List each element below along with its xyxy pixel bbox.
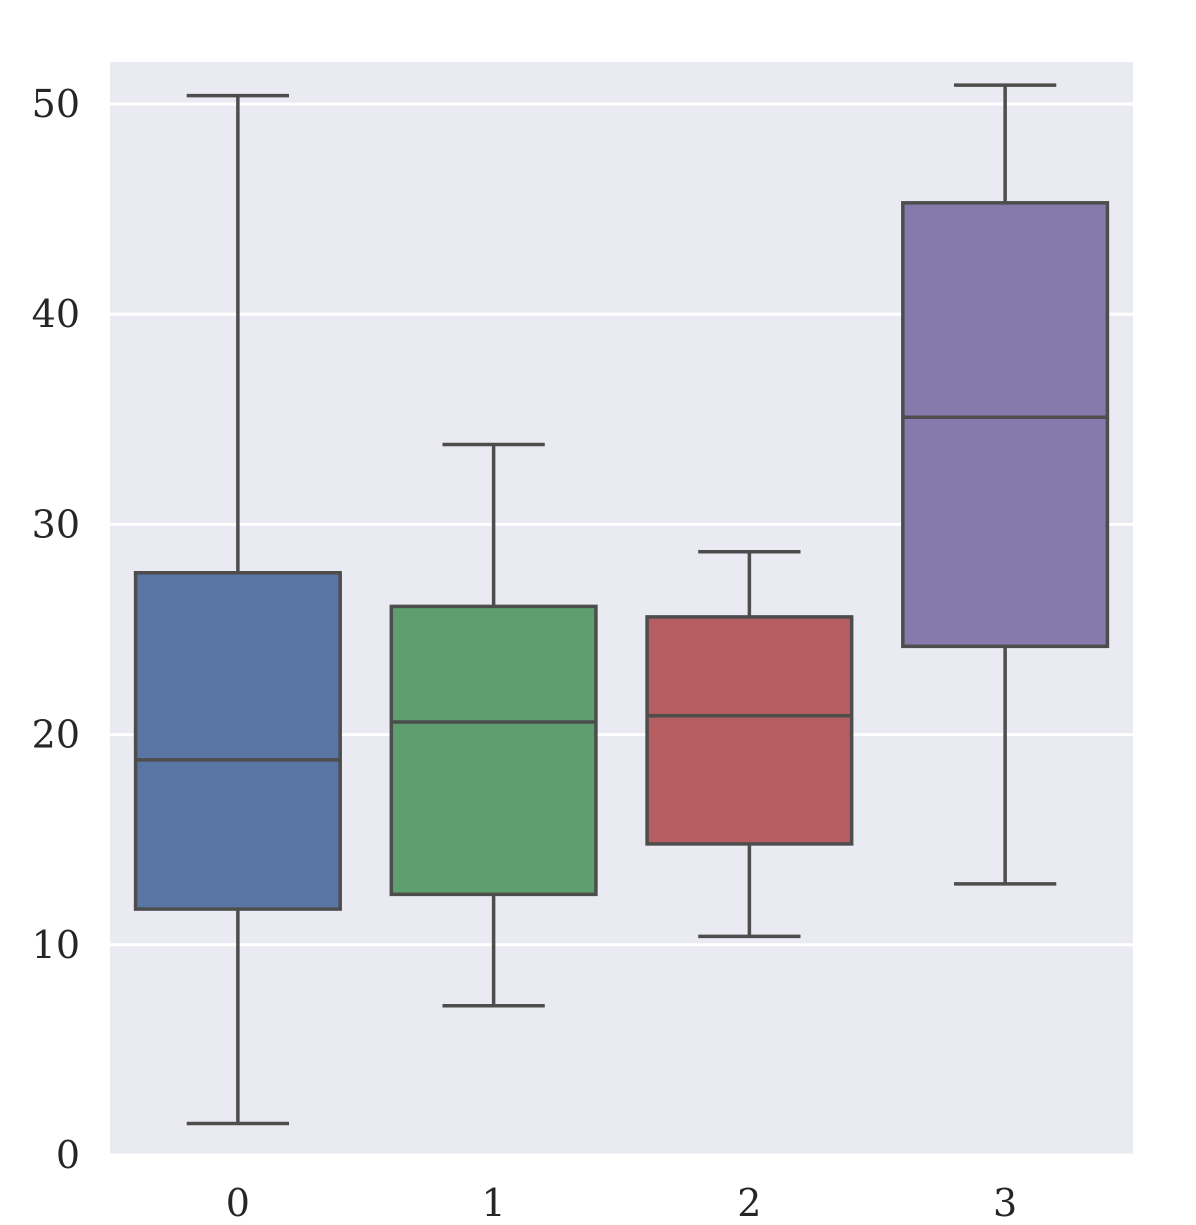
x-tick-label-2: 2 bbox=[737, 1181, 761, 1225]
y-tick-label-0: 0 bbox=[56, 1133, 80, 1177]
box-0 bbox=[133, 93, 342, 1126]
x-tick-label-1: 1 bbox=[482, 1181, 506, 1225]
x-tick-label-3: 3 bbox=[993, 1181, 1017, 1225]
iqr-box bbox=[901, 201, 1110, 649]
iqr-box bbox=[133, 571, 342, 911]
box-3 bbox=[901, 83, 1110, 886]
x-tick-label-0: 0 bbox=[226, 1181, 250, 1225]
y-tick-label-30: 30 bbox=[32, 502, 80, 546]
box-1 bbox=[389, 442, 598, 1008]
iqr-box bbox=[645, 615, 854, 846]
y-axis-ticks: 0 10 20 30 40 50 bbox=[32, 82, 80, 1177]
box-2 bbox=[645, 549, 854, 939]
y-tick-label-40: 40 bbox=[32, 292, 80, 336]
y-tick-label-20: 20 bbox=[32, 713, 80, 757]
x-axis-ticks: 0 1 2 3 bbox=[226, 1181, 1017, 1225]
y-tick-label-10: 10 bbox=[32, 923, 80, 967]
boxes-group bbox=[133, 83, 1110, 1126]
y-tick-label-50: 50 bbox=[32, 82, 80, 126]
iqr-box bbox=[389, 604, 598, 897]
